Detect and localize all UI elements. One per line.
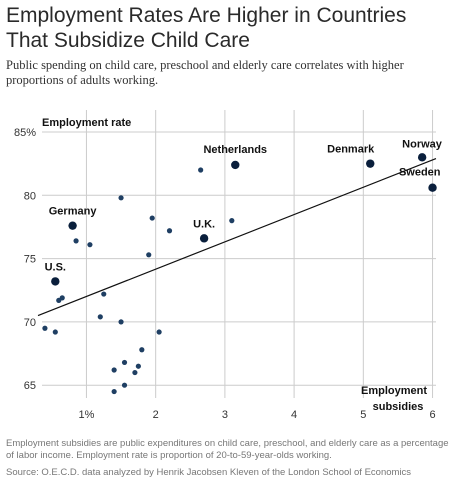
point-label: Denmark — [327, 144, 375, 156]
data-point — [132, 369, 138, 376]
chart-note: Employment subsidies are public expendit… — [6, 438, 449, 461]
y-tick-label: 75 — [24, 254, 36, 266]
highlighted-point — [366, 159, 375, 168]
point-label: Norway — [402, 138, 443, 150]
axis-ticks: 1% 2 3 4 5 6 85% 80 75 70 65 — [14, 127, 436, 421]
data-point — [229, 218, 235, 224]
data-point — [42, 325, 48, 331]
data-point — [56, 297, 62, 303]
y-tick-label: 85% — [14, 127, 36, 139]
point-label: Netherlands — [203, 144, 267, 156]
x-tick-label: 5 — [360, 409, 366, 421]
data-point — [97, 314, 103, 320]
y-tick-label: 65 — [24, 380, 36, 392]
point-label: U.K. — [193, 218, 215, 230]
trend-line-layer — [37, 158, 437, 317]
y-tick-label: 80 — [24, 190, 36, 202]
highlighted-point — [51, 277, 60, 286]
data-point — [198, 167, 204, 173]
point-label: Germany — [49, 206, 98, 218]
x-axis-label: Employment subsidies — [361, 385, 427, 413]
grid — [42, 110, 436, 398]
y-axis-label: Employment rate — [42, 117, 131, 129]
x-tick-label: 2 — [153, 409, 159, 421]
highlighted-point — [417, 153, 427, 162]
data-point — [111, 367, 117, 373]
chart-title: Employment Rates Are Higher in Countries… — [6, 4, 407, 52]
data-point — [146, 252, 152, 258]
data-point — [111, 388, 117, 395]
data-point — [101, 291, 107, 297]
x-tick-label: 4 — [291, 409, 297, 421]
x-tick-label: 1% — [78, 409, 94, 421]
data-point — [166, 228, 173, 234]
scatter-chart: 1% 2 3 4 5 6 85% 80 75 70 65 Germany U.S. U.K. Nether… — [14, 110, 443, 421]
trend-line — [37, 158, 437, 317]
data-point — [73, 238, 79, 244]
highlighted-point — [428, 183, 437, 192]
data-point — [52, 329, 58, 335]
data-point — [121, 382, 128, 388]
highlighted-point — [68, 221, 77, 230]
point-label: Sweden — [399, 167, 441, 179]
data-point — [156, 329, 162, 335]
highlighted-point — [231, 160, 240, 170]
point-labels: Germany U.S. U.K. Netherlands Denmark Norway S… — [45, 138, 443, 273]
data-point — [118, 195, 124, 201]
data-point — [87, 242, 93, 248]
data-point — [149, 215, 155, 221]
data-point — [135, 363, 141, 369]
data-point — [139, 347, 145, 353]
x-tick-label: 3 — [222, 409, 228, 421]
data-points — [42, 153, 437, 395]
point-label: U.S. — [45, 261, 66, 273]
x-tick-label: 6 — [429, 409, 435, 421]
chart-source: Source: O.E.C.D. data analyzed by Henrik… — [6, 467, 412, 478]
highlighted-point — [199, 234, 209, 243]
data-point — [118, 319, 124, 325]
y-tick-label: 70 — [24, 317, 36, 329]
chart-subtitle: Public spending on child care, preschool… — [6, 58, 404, 87]
data-point — [121, 359, 128, 366]
